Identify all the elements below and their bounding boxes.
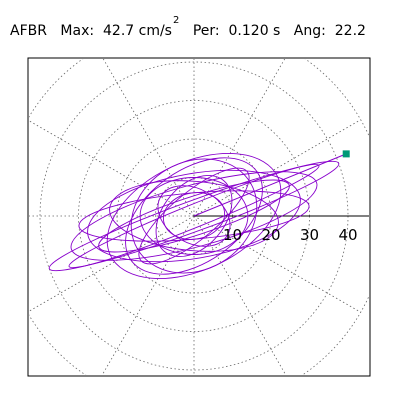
radial-tick-label-20: 20 <box>261 226 280 244</box>
orbit-trace-10 <box>98 179 290 253</box>
orbit-trace-9 <box>155 174 233 258</box>
period-label: Per: <box>192 22 220 39</box>
max-trace-line <box>193 153 347 217</box>
orbit-trace-7 <box>130 158 258 274</box>
orbit-trace-12 <box>138 167 250 265</box>
orbit-trace-0 <box>48 160 340 272</box>
radial-tick-label-40: 40 <box>338 226 357 244</box>
orbit-trace-6 <box>109 180 279 252</box>
orbit-trace-11 <box>157 185 231 247</box>
plot-frame <box>27 57 371 377</box>
station-code: AFBR <box>10 22 47 39</box>
orbit-traces <box>48 153 347 279</box>
max-label: Max: <box>60 22 95 39</box>
max-value: 42.7 <box>103 22 135 39</box>
max-marker-group <box>342 150 350 158</box>
grid-spoke-60 <box>193 59 286 217</box>
orbit-trace-2 <box>87 169 301 263</box>
radial-tick-label-30: 30 <box>300 226 319 244</box>
grid-spoke-120 <box>102 59 195 217</box>
angle-label: Ang: <box>293 22 326 39</box>
period-value: 0.120 s <box>228 22 281 39</box>
radial-tick-labels: 10 20 30 40 <box>223 226 358 244</box>
grid-spoke-240 <box>101 215 195 375</box>
chart-header: AFBR Max: 42.7 cm/s2 Per: 0.120 s Ang: 2… <box>10 15 366 41</box>
max-point-marker <box>342 150 350 158</box>
max-unit-exponent: 2 <box>172 15 180 26</box>
polar-grid <box>29 59 369 375</box>
grid-spoke-210 <box>29 215 195 312</box>
grid-spoke-30 <box>193 119 361 217</box>
grid-spoke-150 <box>29 120 195 217</box>
orbit-trace-13 <box>162 192 226 240</box>
orbit-trace-5 <box>125 157 263 275</box>
angle-value: 22.2 <box>334 22 366 39</box>
radial-tick-label-10: 10 <box>223 226 242 244</box>
grid-spoke-330 <box>193 215 361 313</box>
max-unit: cm/s <box>138 22 172 39</box>
